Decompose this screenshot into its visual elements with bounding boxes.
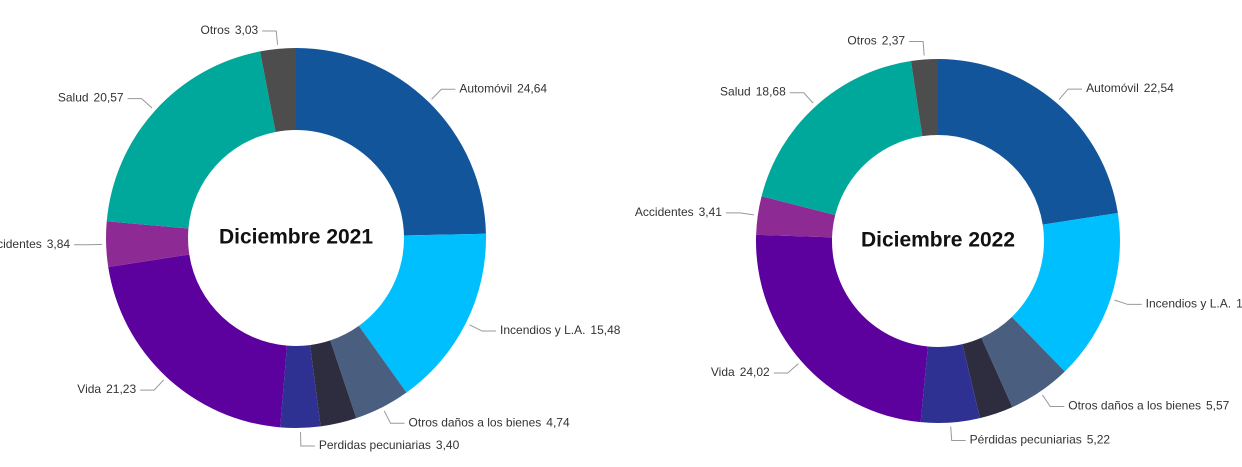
slice-category: Perdidas pecuniarias	[319, 438, 431, 452]
slice-category: Otros	[847, 34, 876, 48]
slice-value: 2,37	[882, 34, 906, 48]
leader-line	[1041, 394, 1065, 408]
slice-category: Otros	[201, 23, 230, 37]
slice-category: Vida	[77, 382, 101, 396]
leader-line	[789, 92, 814, 104]
donut-chart: Automóvil 22,54 Incendios y L.A. 15,19 Otros…	[635, 34, 1242, 447]
slice-value: 3,40	[436, 438, 460, 452]
slice-value: 3,84	[47, 237, 71, 251]
slice-label: Vida 21,23	[77, 382, 136, 396]
leader-line	[431, 88, 456, 100]
leader-line	[469, 324, 497, 332]
leader-line	[725, 212, 754, 216]
slice-category: Incendios y L.A.	[500, 323, 585, 337]
slice-category: Vida	[711, 365, 735, 379]
chart-title: Diciembre 2022	[861, 229, 1015, 252]
slice-category: Salud	[720, 85, 751, 99]
slice-category: Accidentes	[635, 205, 694, 219]
donut-slice	[1011, 212, 1120, 372]
donut-slice	[260, 48, 296, 132]
leader-line	[950, 426, 966, 442]
donut-slice	[105, 221, 190, 268]
slice-label: Otros daños a los bienes 5,57	[1068, 399, 1229, 413]
slice-value: 4,74	[546, 415, 570, 429]
donut-slice	[756, 234, 928, 423]
leader-line	[909, 41, 925, 56]
donut-slice	[756, 196, 836, 238]
donut-slice	[981, 317, 1065, 408]
slice-label: Automóvil 24,64	[459, 81, 547, 95]
slice-label: Otros 3,03	[201, 23, 259, 37]
donut-slice	[910, 59, 938, 137]
slice-label: Otros daños a los bienes 4,74	[409, 415, 570, 429]
leader-line	[140, 379, 165, 391]
leader-line	[300, 431, 315, 447]
slice-category: Otros daños a los bienes	[409, 415, 542, 429]
slice-category: Automóvil	[459, 81, 512, 95]
slice-category: Pérdidas pecuniarias	[970, 433, 1082, 447]
slice-value: 5,22	[1087, 433, 1111, 447]
leader-line	[1114, 299, 1142, 305]
donut-slice	[920, 344, 980, 424]
slice-value: 20,57	[94, 91, 124, 105]
slice-value: 22,54	[1144, 81, 1174, 95]
slice-value: 15,19	[1236, 297, 1242, 311]
slice-label: Automóvil 22,54	[1086, 81, 1174, 95]
slice-value: 18,68	[756, 85, 786, 99]
leader-line	[1058, 88, 1083, 101]
slice-label: Otros 2,37	[847, 34, 905, 48]
slice-value: 15,48	[590, 323, 620, 337]
donut-slice	[358, 233, 487, 393]
donut-slice	[296, 48, 486, 236]
slice-category: Automóvil	[1086, 81, 1139, 95]
slice-value: 3,03	[235, 23, 259, 37]
donut-slice	[330, 325, 407, 419]
leader-line	[383, 410, 405, 424]
donut-slice	[962, 337, 1013, 419]
donut-chart: Automóvil 24,64 Incendios y L.A. 15,48 Otros…	[0, 23, 621, 452]
slice-label: Pérdidas pecuniarias 5,22	[970, 433, 1111, 447]
slice-value: 5,57	[1206, 399, 1230, 413]
slice-label: Accidentes 3,41	[635, 205, 722, 219]
leader-line	[127, 98, 153, 109]
slice-category: Accidentes	[0, 237, 42, 251]
slice-label: Accidentes 3,84	[0, 237, 70, 251]
leader-line	[773, 363, 799, 374]
slice-label: Salud 18,68	[720, 85, 786, 99]
slice-value: 3,41	[699, 205, 723, 219]
slice-category: Incendios y L.A.	[1146, 297, 1231, 311]
slice-label: Salud 20,57	[58, 91, 124, 105]
slice-label: Incendios y L.A. 15,48	[500, 323, 621, 337]
donut-slice	[106, 51, 276, 229]
slice-label: Vida 24,02	[711, 365, 770, 379]
slice-category: Otros daños a los bienes	[1068, 399, 1201, 413]
donut-slice	[108, 254, 287, 428]
slice-value: 21,23	[106, 382, 136, 396]
chart-title: Diciembre 2021	[219, 226, 373, 249]
slice-value: 24,64	[517, 81, 547, 95]
slice-value: 24,02	[740, 365, 770, 379]
donut-slice	[938, 59, 1118, 225]
slice-category: Salud	[58, 91, 89, 105]
donut-slice	[280, 345, 321, 428]
leader-line	[262, 30, 279, 45]
slice-label: Perdidas pecuniarias 3,40	[319, 438, 460, 452]
slice-label: Incendios y L.A. 15,19	[1146, 297, 1242, 311]
donut-slice	[310, 340, 357, 427]
donut-slice	[761, 61, 923, 215]
